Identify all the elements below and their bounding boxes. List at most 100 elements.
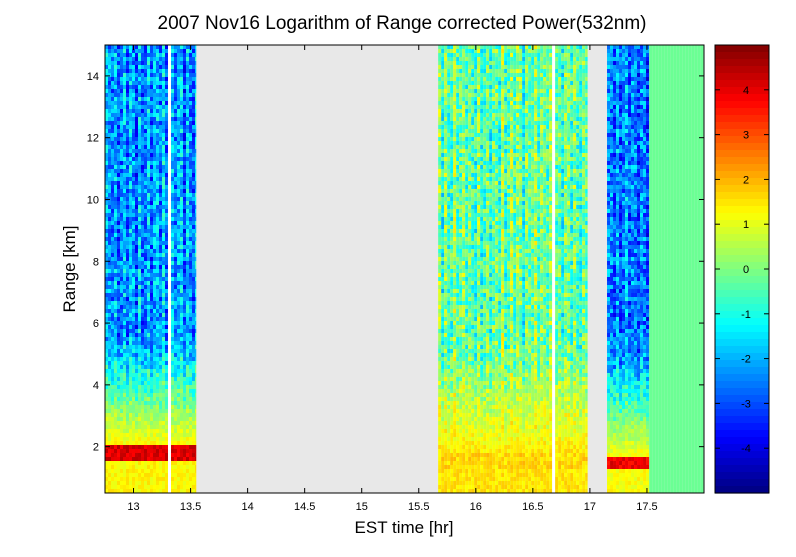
heatmap-cell xyxy=(186,209,189,213)
heatmap-cell xyxy=(471,357,475,361)
heatmap-cell xyxy=(177,229,180,233)
heatmap-cell xyxy=(195,233,197,237)
heatmap-cell xyxy=(453,181,457,185)
heatmap-cell xyxy=(180,345,183,349)
heatmap-cell xyxy=(186,285,189,289)
heatmap-cell xyxy=(105,61,108,65)
heatmap-cell xyxy=(471,365,475,369)
heatmap-cell xyxy=(111,261,114,265)
heatmap-cell xyxy=(141,45,144,49)
heatmap-cell xyxy=(177,65,180,69)
heatmap-cell xyxy=(162,217,165,221)
heatmap-cell xyxy=(477,337,481,341)
heatmap-cell xyxy=(156,185,159,189)
heatmap-cell xyxy=(195,273,197,277)
heatmap-cell xyxy=(120,101,123,105)
heatmap-cell xyxy=(450,289,454,293)
heatmap-cell xyxy=(156,265,159,269)
heatmap-cell xyxy=(153,301,156,305)
heatmap-cell xyxy=(138,229,141,233)
heatmap-cell xyxy=(474,137,478,141)
heatmap-cell xyxy=(462,285,466,289)
heatmap-cell xyxy=(192,225,195,229)
heatmap-cell xyxy=(177,461,180,465)
heatmap-cell xyxy=(159,201,162,205)
heatmap-cell xyxy=(450,325,454,329)
heatmap-cell xyxy=(186,253,189,257)
heatmap-cell xyxy=(195,113,197,117)
heatmap-cell xyxy=(135,417,138,421)
heatmap-cell xyxy=(153,73,156,77)
heatmap-cell xyxy=(444,457,448,461)
heatmap-cell xyxy=(159,261,162,265)
heatmap-cell xyxy=(459,365,463,369)
heatmap-cell xyxy=(462,441,466,445)
heatmap-cell xyxy=(183,117,186,121)
heatmap-cell xyxy=(105,245,108,249)
heatmap-cell xyxy=(453,489,457,493)
heatmap-cell xyxy=(474,389,478,393)
heatmap-cell xyxy=(459,489,463,493)
heatmap-cell xyxy=(189,285,192,289)
heatmap-cell xyxy=(474,189,478,193)
heatmap-cell xyxy=(441,85,445,89)
heatmap-cell xyxy=(192,309,195,313)
heatmap-cell xyxy=(129,361,132,365)
heatmap-cell xyxy=(141,353,144,357)
heatmap-cell xyxy=(195,117,197,121)
heatmap-cell xyxy=(159,141,162,145)
heatmap-cell xyxy=(177,357,180,361)
heatmap-cell xyxy=(111,77,114,81)
heatmap-cell xyxy=(123,125,126,129)
heatmap-cell xyxy=(462,141,466,145)
heatmap-cell xyxy=(162,481,165,485)
heatmap-cell xyxy=(150,305,153,309)
heatmap-cell xyxy=(120,341,123,345)
heatmap-cell xyxy=(474,485,478,489)
heatmap-cell xyxy=(474,205,478,209)
heatmap-cell xyxy=(447,49,451,53)
heatmap-cell xyxy=(174,149,177,153)
heatmap-cell xyxy=(162,321,165,325)
heatmap-cell xyxy=(186,77,189,81)
heatmap-cell xyxy=(477,49,481,53)
heatmap-cell xyxy=(144,445,147,449)
heatmap-cell xyxy=(132,273,135,277)
heatmap-cell xyxy=(171,357,174,361)
heatmap-cell xyxy=(123,261,126,265)
heatmap-cell xyxy=(132,349,135,353)
heatmap-cell xyxy=(480,157,484,161)
heatmap-cells xyxy=(105,45,704,493)
heatmap-cell xyxy=(456,125,460,129)
heatmap-cell xyxy=(180,437,183,441)
heatmap-cell xyxy=(108,201,111,205)
heatmap-cell xyxy=(126,401,129,405)
heatmap-cell xyxy=(144,197,147,201)
heatmap-cell xyxy=(447,193,451,197)
heatmap-cell xyxy=(477,169,481,173)
heatmap-cell xyxy=(477,189,481,193)
heatmap-cell xyxy=(438,261,442,265)
heatmap-cell xyxy=(162,405,165,409)
heatmap-cell xyxy=(471,457,475,461)
heatmap-cell xyxy=(180,109,183,113)
heatmap-cell xyxy=(462,333,466,337)
heatmap-cell xyxy=(456,321,460,325)
heatmap-cell xyxy=(150,417,153,421)
heatmap-cell xyxy=(477,293,481,297)
heatmap-cell xyxy=(171,201,174,205)
heatmap-cell xyxy=(165,453,168,457)
heatmap-cell xyxy=(150,241,153,245)
heatmap-cell xyxy=(123,153,126,157)
heatmap-cell xyxy=(147,129,150,133)
heatmap-cell xyxy=(186,449,189,453)
heatmap-cell xyxy=(195,253,197,257)
heatmap-cell xyxy=(156,469,159,473)
heatmap-cell xyxy=(135,177,138,181)
heatmap-cell xyxy=(111,325,114,329)
heatmap-cell xyxy=(114,349,117,353)
heatmap-cell xyxy=(456,69,460,73)
heatmap-cell xyxy=(150,169,153,173)
heatmap-cell xyxy=(150,225,153,229)
heatmap-cell xyxy=(123,421,126,425)
